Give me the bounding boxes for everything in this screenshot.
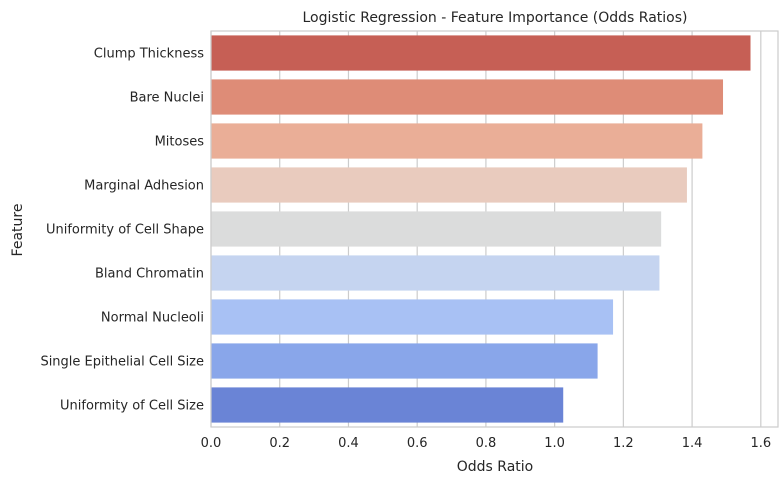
y-tick-label: Uniformity of Cell Size <box>60 399 204 414</box>
y-tick-label: Mitoses <box>155 135 205 150</box>
bar <box>211 343 598 379</box>
bar <box>211 211 662 247</box>
bars <box>211 35 751 423</box>
y-tick-labels: Clump Thickness Bare Nuclei Mitoses Margina… <box>40 47 204 414</box>
x-tick-label: 0.8 <box>476 436 497 451</box>
y-tick-label: Marginal Adhesion <box>84 179 204 194</box>
bar <box>211 387 564 423</box>
plot-frame <box>210 30 779 428</box>
y-tick-label: Uniformity of Cell Shape <box>46 223 204 238</box>
bar <box>211 35 751 71</box>
x-tick-label: 1.2 <box>613 436 634 451</box>
x-tick-label: 0.4 <box>338 436 359 451</box>
x-tick-label: 0.0 <box>201 436 222 451</box>
x-tick-label: 1.4 <box>682 436 703 451</box>
y-tick-label: Clump Thickness <box>94 47 204 62</box>
bar <box>211 123 703 159</box>
y-tick-label: Bland Chromatin <box>95 267 204 282</box>
x-tick-label: 0.2 <box>269 436 290 451</box>
bar <box>211 79 724 115</box>
bar <box>211 167 687 203</box>
x-axis-label: Odds Ratio <box>457 459 533 475</box>
x-tick-label: 1.6 <box>750 436 771 451</box>
y-tick-label: Normal Nucleoli <box>101 311 204 326</box>
y-tick-label: Single Epithelial Cell Size <box>40 355 204 370</box>
bar <box>211 255 660 291</box>
x-tick-label: 1.0 <box>544 436 565 451</box>
bar <box>211 299 614 335</box>
x-tick-label: 0.6 <box>407 436 428 451</box>
y-axis-label: Feature <box>10 204 26 257</box>
chart-title: Logistic Regression - Feature Importance… <box>303 10 688 26</box>
y-tick-label: Bare Nuclei <box>130 91 204 106</box>
x-tick-labels: 0.0 0.2 0.4 0.6 0.8 1.0 1.2 1.4 1.6 <box>201 436 772 451</box>
